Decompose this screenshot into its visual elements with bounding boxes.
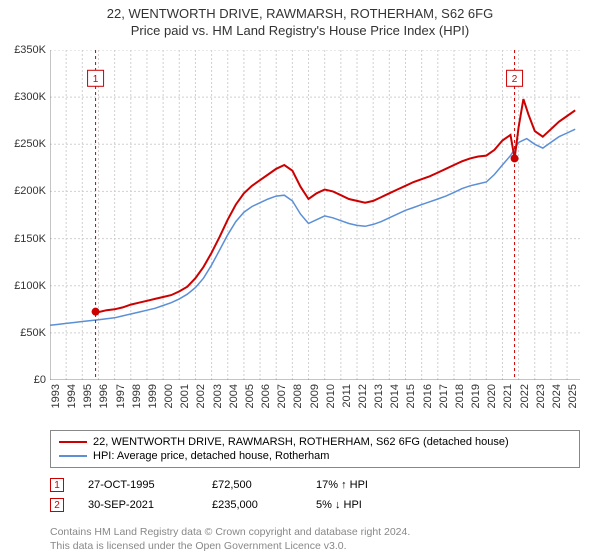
svg-text:2: 2 [512,74,518,85]
x-tick-label: 2008 [292,384,304,408]
x-tick-label: 1993 [50,384,62,408]
x-tick-label: 2012 [357,384,369,408]
x-tick-label: 2009 [309,384,321,408]
event-marker-icon: 2 [50,498,64,512]
x-tick-label: 2011 [341,384,353,408]
x-tick-label: 2024 [551,384,563,408]
event-diff: 17% ↑ HPI [316,479,368,491]
y-tick-label: £200K [14,185,46,197]
y-tick-label: £50K [20,327,46,339]
x-tick-label: 1997 [115,384,127,408]
chart-title-address: 22, WENTWORTH DRIVE, RAWMARSH, ROTHERHAM… [0,6,600,21]
series-line [50,129,575,325]
y-tick-label: £100K [14,280,46,292]
series-line [96,99,576,312]
chart-subtitle: Price paid vs. HM Land Registry's House … [0,23,600,38]
x-tick-label: 2000 [163,384,175,408]
y-axis: £0£50K£100K£150K£200K£250K£300K£350K [0,50,50,380]
x-tick-label: 2002 [195,384,207,408]
legend-box: 22, WENTWORTH DRIVE, RAWMARSH, ROTHERHAM… [50,430,580,468]
x-tick-label: 2004 [228,384,240,408]
event-diff: 5% ↓ HPI [316,499,362,511]
x-tick-label: 2015 [405,384,417,408]
legend-swatch [59,441,87,443]
x-tick-label: 2016 [422,384,434,408]
x-axis: 1993 1994 1995 1996 1997 1998 1999 2000 2001 2002… [50,380,580,430]
y-tick-label: £150K [14,233,46,245]
x-tick-label: 2019 [470,384,482,408]
footer-line2: This data is licensed under the Open Gov… [50,539,580,553]
x-tick-label: 1995 [82,384,94,408]
x-tick-label: 2003 [212,384,224,408]
x-tick-label: 1994 [66,384,78,408]
x-tick-label: 2001 [179,384,191,408]
legend-label: 22, WENTWORTH DRIVE, RAWMARSH, ROTHERHAM… [93,436,509,448]
svg-text:1: 1 [93,74,99,85]
x-tick-label: 2017 [438,384,450,408]
events-block: 1 27-OCT-1995 £72,500 17% ↑ HPI 2 30-SEP-2021… [50,475,580,515]
event-row: 2 30-SEP-2021 £235,000 5% ↓ HPI [50,495,580,515]
event-price: £235,000 [212,499,292,511]
x-tick-label: 2010 [325,384,337,408]
event-price: £72,500 [212,479,292,491]
y-tick-label: £300K [14,91,46,103]
x-tick-label: 2014 [389,384,401,408]
legend-swatch [59,455,87,457]
x-tick-label: 2006 [260,384,272,408]
x-tick-label: 2021 [502,384,514,408]
x-tick-label: 2022 [519,384,531,408]
x-tick-label: 1998 [131,384,143,408]
y-tick-label: £0 [34,374,46,386]
event-date: 30-SEP-2021 [88,499,188,511]
y-tick-label: £350K [14,44,46,56]
plot-area: 12 [50,50,580,380]
event-date: 27-OCT-1995 [88,479,188,491]
event-marker-icon: 1 [50,478,64,492]
x-tick-label: 1996 [98,384,110,408]
y-tick-label: £250K [14,138,46,150]
x-tick-label: 2007 [276,384,288,408]
footer-line1: Contains HM Land Registry data © Crown c… [50,525,580,539]
legend-row: HPI: Average price, detached house, Roth… [59,449,571,463]
footer-text: Contains HM Land Registry data © Crown c… [50,525,580,553]
x-tick-label: 2005 [244,384,256,408]
title-block: 22, WENTWORTH DRIVE, RAWMARSH, ROTHERHAM… [0,0,600,38]
x-tick-label: 2025 [567,384,579,408]
chart-container: 22, WENTWORTH DRIVE, RAWMARSH, ROTHERHAM… [0,0,600,560]
x-tick-label: 1999 [147,384,159,408]
plot-svg: 12 [50,50,580,380]
legend-label: HPI: Average price, detached house, Roth… [93,450,329,462]
legend-row: 22, WENTWORTH DRIVE, RAWMARSH, ROTHERHAM… [59,435,571,449]
event-row: 1 27-OCT-1995 £72,500 17% ↑ HPI [50,475,580,495]
x-tick-label: 2023 [535,384,547,408]
x-tick-label: 2013 [373,384,385,408]
x-tick-label: 2018 [454,384,466,408]
x-tick-label: 2020 [486,384,498,408]
